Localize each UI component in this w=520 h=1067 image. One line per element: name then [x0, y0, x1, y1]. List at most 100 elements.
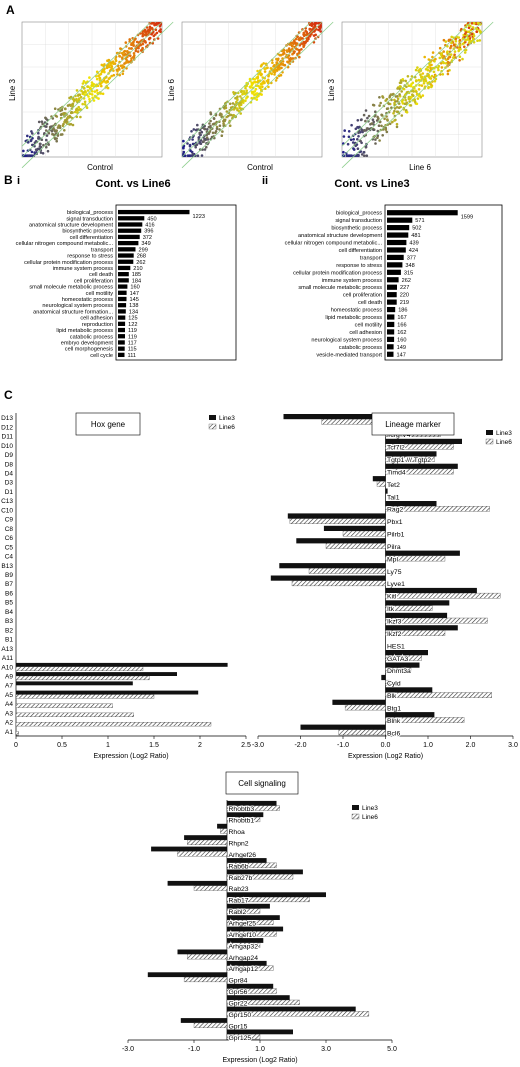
scatter-point: [418, 83, 421, 87]
scatter-point: [463, 45, 466, 49]
diagonal-line: [181, 21, 323, 158]
category-label: cell motility: [355, 322, 383, 328]
x-tick-label: 1: [106, 742, 110, 749]
category-label: Rab27b: [229, 875, 253, 882]
bar-line6: [385, 468, 454, 475]
bar-line6: [187, 839, 228, 845]
bar-line6: [226, 999, 300, 1005]
category-label: catabolic process: [70, 334, 113, 340]
category-label: Gpr22: [229, 1001, 248, 1008]
scatter-point: [429, 83, 433, 86]
scatter-point: [200, 154, 204, 157]
scatter-point: [239, 112, 242, 115]
scatter-point: [211, 131, 215, 135]
bar-line6: [385, 667, 412, 674]
category-label: Tgtp1 /// Tgtp2: [387, 457, 431, 464]
bar: [387, 232, 409, 238]
scatter-point: [363, 129, 366, 132]
scatter-point: [260, 93, 263, 96]
category-label: cell proliferation: [343, 293, 382, 299]
bar-line6: [385, 692, 492, 698]
scatter-plot-control-vs-line6: [181, 21, 334, 169]
scatter-point: [73, 110, 77, 114]
legend-label-line3: Line3: [219, 415, 235, 422]
scatter-point: [153, 38, 156, 41]
value-label: 1223: [193, 214, 205, 220]
panel-label-a: A: [6, 3, 15, 17]
scatter-point: [263, 81, 266, 85]
scatter-point: [64, 119, 68, 123]
scatter-point: [372, 128, 375, 132]
scatter-point: [363, 154, 366, 157]
category-label: biological_process: [336, 211, 382, 217]
scatter-point: [376, 115, 379, 119]
scatter-point: [428, 76, 432, 80]
category-label: response to stress: [67, 254, 113, 260]
category-label: D3: [5, 480, 14, 487]
scatter-point: [198, 148, 202, 151]
bar-line3: [16, 672, 177, 676]
scatter-point: [447, 38, 451, 42]
scatter-point: [427, 85, 431, 89]
scatter-point: [378, 139, 381, 142]
x-tick-label: 0.0: [381, 742, 391, 749]
scatter-point: [51, 117, 55, 120]
scatter-point: [356, 125, 359, 129]
scatter-point: [288, 49, 292, 53]
scatter-point: [83, 100, 87, 104]
scatter-point: [79, 95, 83, 99]
bar-line6: [289, 518, 386, 524]
scatter-point: [182, 146, 185, 149]
scatter-point: [228, 102, 232, 106]
scatter-point: [83, 93, 86, 96]
bar-line6: [183, 976, 228, 983]
scatter-point: [242, 90, 246, 93]
scatter-point: [454, 37, 457, 41]
scatter-point: [232, 108, 236, 111]
scatter-point: [301, 37, 304, 40]
category-label: Blnk: [387, 718, 401, 725]
category-label: immune system process: [322, 278, 383, 284]
bar-line6: [344, 704, 386, 711]
hox-gene-chart: 0 0.5 1 1.5 2 2.5 Expression (Log2 Ratio) D13 D1…: [1, 412, 251, 760]
scatter-point: [446, 57, 450, 61]
scatter-point: [477, 22, 480, 25]
bar: [118, 290, 127, 295]
scatter-point: [30, 130, 33, 133]
bar-line3: [332, 699, 386, 705]
bar: [118, 284, 128, 289]
category-label: cell adhesion: [349, 330, 382, 336]
bar: [387, 254, 404, 261]
scatter-point: [467, 41, 471, 44]
scatter-point: [245, 96, 248, 100]
scatter-point: [371, 103, 375, 107]
scatter-point: [202, 140, 205, 143]
scatter-point: [360, 141, 363, 145]
scatter-point: [215, 127, 219, 131]
bar-line6: [226, 874, 294, 880]
scatter-point: [362, 113, 366, 117]
bar: [118, 253, 134, 258]
scatter-point: [301, 28, 304, 31]
scatter-point: [68, 96, 71, 100]
bar-line3: [16, 681, 133, 686]
category-label: D4: [5, 470, 14, 477]
scatter-point: [352, 147, 355, 150]
scatter-point: [414, 68, 418, 72]
scatter-point: [157, 22, 160, 25]
scatter-point: [291, 60, 295, 63]
scatter-point: [132, 52, 136, 55]
scatter-point: [345, 154, 349, 157]
scatter-point: [450, 41, 453, 45]
scatter-point: [136, 50, 140, 53]
scatter-point: [255, 98, 259, 101]
bar: [118, 334, 125, 339]
bar-line3: [227, 812, 264, 818]
value-label: 262: [402, 278, 411, 284]
scatter-point: [420, 84, 424, 87]
scatter-point: [294, 41, 297, 45]
bar: [387, 210, 458, 216]
bar-line6: [342, 530, 386, 537]
category-label: Rab6b: [229, 863, 249, 870]
